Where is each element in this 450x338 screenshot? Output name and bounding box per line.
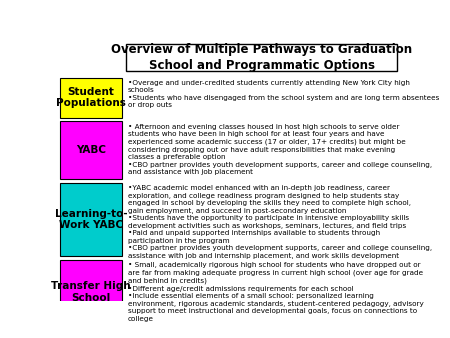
FancyBboxPatch shape [60,183,122,256]
Text: YABC: YABC [76,145,106,155]
FancyBboxPatch shape [126,44,397,71]
Text: Learning-to-
Work YABC: Learning-to- Work YABC [55,209,127,231]
FancyBboxPatch shape [60,77,122,118]
Text: Overview of Multiple Pathways to Graduation
School and Programmatic Options: Overview of Multiple Pathways to Graduat… [111,44,412,72]
Text: •Overage and under-credited students currently attending New York City high
scho: •Overage and under-credited students cur… [127,80,439,108]
Text: Transfer High
School: Transfer High School [51,281,131,303]
FancyBboxPatch shape [60,260,122,324]
Text: •YABC academic model enhanced with an in-depth job readiness, career
exploration: •YABC academic model enhanced with an in… [127,185,432,259]
Text: • Afternoon and evening classes housed in host high schools to serve older
stude: • Afternoon and evening classes housed i… [127,124,432,175]
Text: Student
Populations: Student Populations [56,87,126,108]
Text: • Small, academically rigorous high school for students who have dropped out or
: • Small, academically rigorous high scho… [127,262,423,322]
FancyBboxPatch shape [60,121,122,179]
